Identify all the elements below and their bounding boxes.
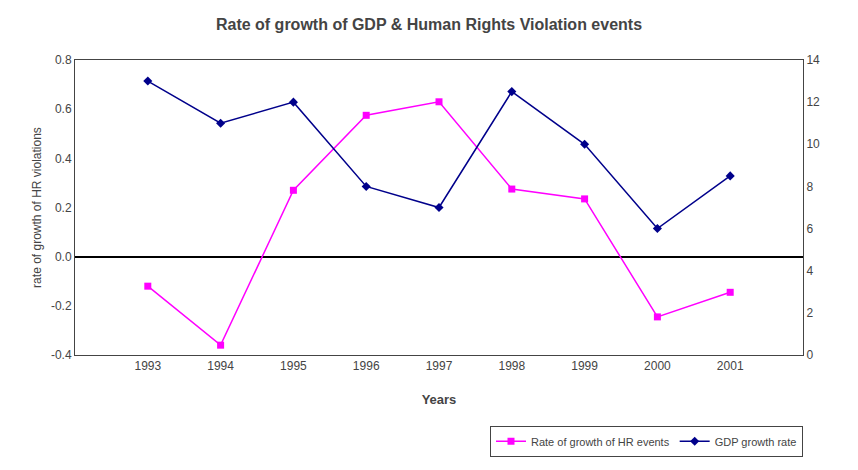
svg-text:1996: 1996 bbox=[353, 359, 380, 373]
svg-text:8: 8 bbox=[806, 180, 813, 194]
svg-text:-0.2: -0.2 bbox=[51, 299, 72, 313]
svg-text:0.4: 0.4 bbox=[55, 152, 72, 166]
svg-text:Rate of growth of GDP & Human: Rate of growth of GDP & Human Rights Vio… bbox=[216, 16, 642, 33]
svg-text:rate of growth of HR violation: rate of growth of HR violations bbox=[30, 127, 44, 288]
svg-text:Years: Years bbox=[422, 392, 457, 407]
svg-text:10: 10 bbox=[806, 137, 820, 151]
svg-text:4: 4 bbox=[806, 264, 813, 278]
svg-text:1994: 1994 bbox=[207, 359, 234, 373]
svg-text:GDP growth rate: GDP growth rate bbox=[715, 436, 797, 448]
svg-text:14: 14 bbox=[806, 53, 820, 67]
svg-text:Rate of growth of HR events: Rate of growth of HR events bbox=[531, 436, 670, 448]
svg-text:2: 2 bbox=[806, 306, 813, 320]
svg-text:1993: 1993 bbox=[134, 359, 161, 373]
svg-text:0.6: 0.6 bbox=[55, 102, 72, 116]
svg-text:1999: 1999 bbox=[571, 359, 598, 373]
svg-text:1998: 1998 bbox=[498, 359, 525, 373]
svg-text:1995: 1995 bbox=[280, 359, 307, 373]
svg-text:2000: 2000 bbox=[644, 359, 671, 373]
svg-text:-0.4: -0.4 bbox=[51, 348, 72, 362]
svg-text:0: 0 bbox=[806, 348, 813, 362]
svg-text:12: 12 bbox=[806, 95, 820, 109]
svg-text:0.2: 0.2 bbox=[55, 201, 72, 215]
svg-text:0.8: 0.8 bbox=[55, 53, 72, 67]
svg-text:2001: 2001 bbox=[717, 359, 744, 373]
svg-text:1997: 1997 bbox=[426, 359, 453, 373]
svg-text:0.0: 0.0 bbox=[55, 250, 72, 264]
svg-text:6: 6 bbox=[806, 222, 813, 236]
